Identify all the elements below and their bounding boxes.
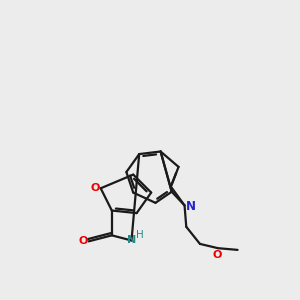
Text: O: O (212, 250, 222, 260)
Text: O: O (90, 183, 99, 193)
Text: H: H (136, 230, 144, 240)
Text: O: O (78, 236, 87, 246)
Text: N: N (127, 235, 136, 244)
Text: N: N (185, 200, 196, 213)
